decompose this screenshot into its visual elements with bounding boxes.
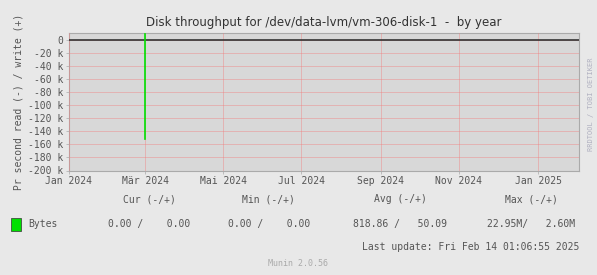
Text: 818.86 /   50.09: 818.86 / 50.09 [353,219,447,229]
Text: Munin 2.0.56: Munin 2.0.56 [269,259,328,268]
Text: Last update: Fri Feb 14 01:06:55 2025: Last update: Fri Feb 14 01:06:55 2025 [362,243,579,252]
Text: Cur (-/+): Cur (-/+) [123,194,176,204]
Title: Disk throughput for /dev/data-lvm/vm-306-disk-1  -  by year: Disk throughput for /dev/data-lvm/vm-306… [146,16,501,29]
Text: Bytes: Bytes [29,219,58,229]
Y-axis label: Pr second read (-) / write (+): Pr second read (-) / write (+) [14,14,24,190]
Text: Avg (-/+): Avg (-/+) [374,194,426,204]
Text: RRDTOOL / TOBI OETIKER: RRDTOOL / TOBI OETIKER [588,58,594,151]
Text: Max (-/+): Max (-/+) [505,194,558,204]
Text: 0.00 /    0.00: 0.00 / 0.00 [108,219,190,229]
Text: 22.95M/   2.60M: 22.95M/ 2.60M [487,219,576,229]
Text: 0.00 /    0.00: 0.00 / 0.00 [227,219,310,229]
Text: Min (-/+): Min (-/+) [242,194,295,204]
